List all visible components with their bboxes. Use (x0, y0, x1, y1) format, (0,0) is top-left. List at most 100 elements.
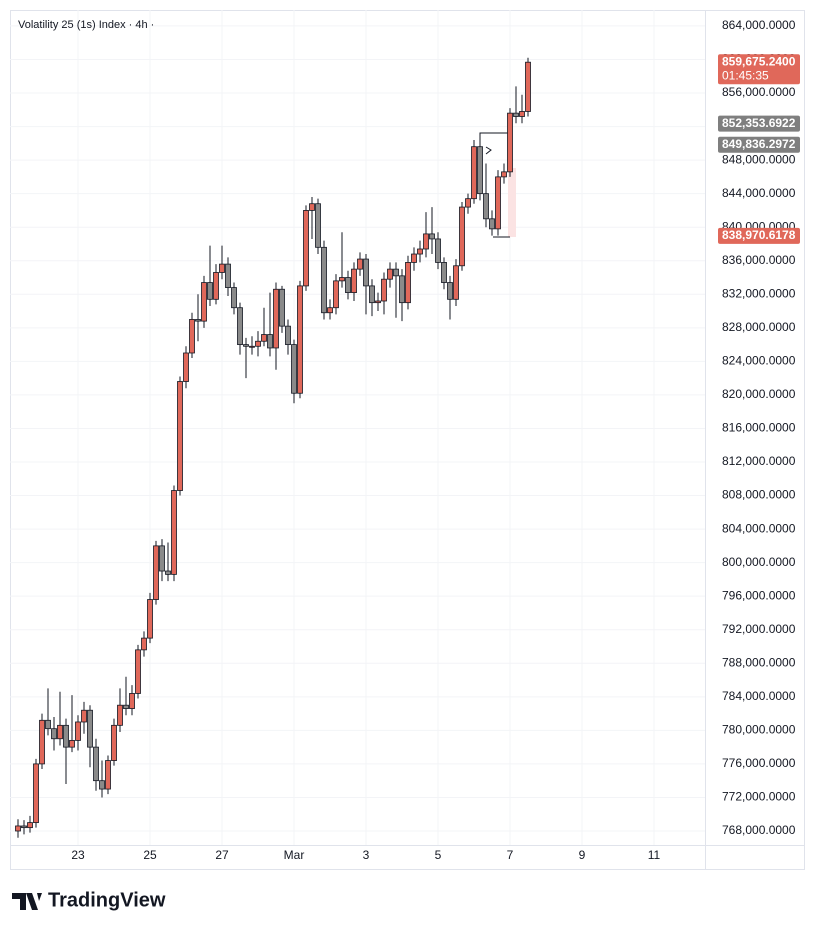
candle-body (123, 704, 129, 709)
grid (10, 10, 705, 845)
y-tick-label: 796,000.0000 (722, 588, 796, 602)
candle-body (399, 275, 405, 304)
candle-body (69, 740, 75, 748)
y-tick-label: 772,000.0000 (722, 790, 796, 804)
candle-body (309, 203, 315, 211)
price-tag (718, 136, 800, 153)
candle-body (105, 760, 111, 790)
candle-body (39, 719, 45, 765)
candle-body (147, 599, 153, 639)
candle-body (129, 693, 135, 709)
x-tick-label: 7 (507, 848, 514, 862)
x-tick-label: 27 (215, 848, 229, 862)
candle-body (225, 263, 231, 288)
candle-body (297, 285, 303, 394)
candle-body (261, 334, 267, 342)
candle-body (501, 171, 507, 178)
candle-body (291, 344, 297, 394)
candle-body (495, 176, 501, 230)
candle-body (321, 246, 327, 314)
candle-body (231, 287, 237, 309)
y-tick-label: 824,000.0000 (722, 354, 796, 368)
chart-title: Volatility 25 (1s) Index · 4h · (18, 19, 154, 31)
candle-body (333, 280, 339, 309)
candle-body (483, 193, 489, 220)
candle-body (465, 198, 471, 208)
candle-body (267, 334, 273, 349)
logo-icon (12, 893, 42, 910)
price-tag (718, 227, 800, 244)
candle-body (219, 263, 225, 273)
candle-body (285, 325, 291, 346)
candle-body (255, 340, 261, 347)
candle-body (447, 282, 453, 300)
candle-body (81, 709, 87, 723)
candle-body (429, 233, 435, 240)
candle-body (177, 381, 183, 491)
y-tick-label: 788,000.0000 (722, 655, 796, 669)
price-tag-label: 859,675.2400 (722, 54, 796, 68)
x-tick-label: 9 (579, 848, 586, 862)
candle-body (393, 268, 399, 277)
y-tick-label: 776,000.0000 (722, 756, 796, 770)
candle-body (57, 724, 63, 740)
candle-body (387, 268, 393, 280)
candle-body (21, 825, 27, 829)
x-tick-label: 11 (648, 848, 661, 862)
y-tick-label: 856,000.0000 (722, 85, 796, 99)
y-tick-label: 800,000.0000 (722, 555, 796, 569)
candle-body (51, 728, 57, 740)
candle-body (441, 262, 447, 283)
candle-body (315, 203, 321, 248)
candle-body (159, 545, 165, 572)
candle-body (33, 763, 39, 824)
candle-body (477, 146, 483, 195)
candle-body (93, 746, 99, 782)
y-tick-label: 828,000.0000 (722, 320, 796, 334)
y-tick-label: 820,000.0000 (722, 387, 796, 401)
candle-body (171, 490, 177, 575)
frame (10, 10, 805, 870)
candle-body (369, 285, 375, 304)
candle-body (363, 258, 369, 287)
candle-body (459, 206, 465, 267)
x-tick-label: 23 (71, 848, 85, 862)
candle-body (87, 709, 93, 748)
candle-body (237, 307, 243, 346)
y-tick-label: 808,000.0000 (722, 488, 796, 502)
x-tick-label: 3 (363, 848, 370, 862)
candle-body (381, 278, 387, 302)
zone (508, 168, 516, 237)
y-tick-label: 836,000.0000 (722, 253, 796, 267)
x-tick-label: Mar (284, 848, 305, 862)
candle-body (249, 345, 255, 348)
candle-body (189, 319, 195, 354)
price-tag-label: 838,970.6178 (722, 228, 796, 242)
candle-body (27, 822, 33, 829)
price-tag (718, 54, 800, 85)
candle-body (117, 704, 123, 726)
price-tag-label: 849,836.2972 (722, 137, 796, 151)
candle-body (411, 253, 417, 263)
candle-body (195, 319, 201, 322)
candle-body (15, 825, 21, 832)
y-tick-label: 864,000.0000 (722, 18, 796, 32)
candle-body (75, 721, 81, 741)
candle-body (345, 277, 351, 294)
candle-body (165, 570, 171, 575)
y-tick-label: 844,000.0000 (722, 186, 796, 200)
x-tick-label: 5 (435, 848, 442, 862)
candle-body (141, 637, 147, 651)
countdown: 01:45:35 (722, 68, 769, 82)
candle-body (45, 719, 51, 730)
candle-body (243, 344, 249, 347)
price-tag (718, 115, 800, 132)
candle-body (375, 300, 381, 304)
y-tick-label: 768,000.0000 (722, 823, 796, 837)
candle-body (351, 268, 357, 294)
candle-body (201, 282, 207, 322)
candle-body (207, 282, 213, 300)
x-tick-label: 25 (143, 848, 157, 862)
